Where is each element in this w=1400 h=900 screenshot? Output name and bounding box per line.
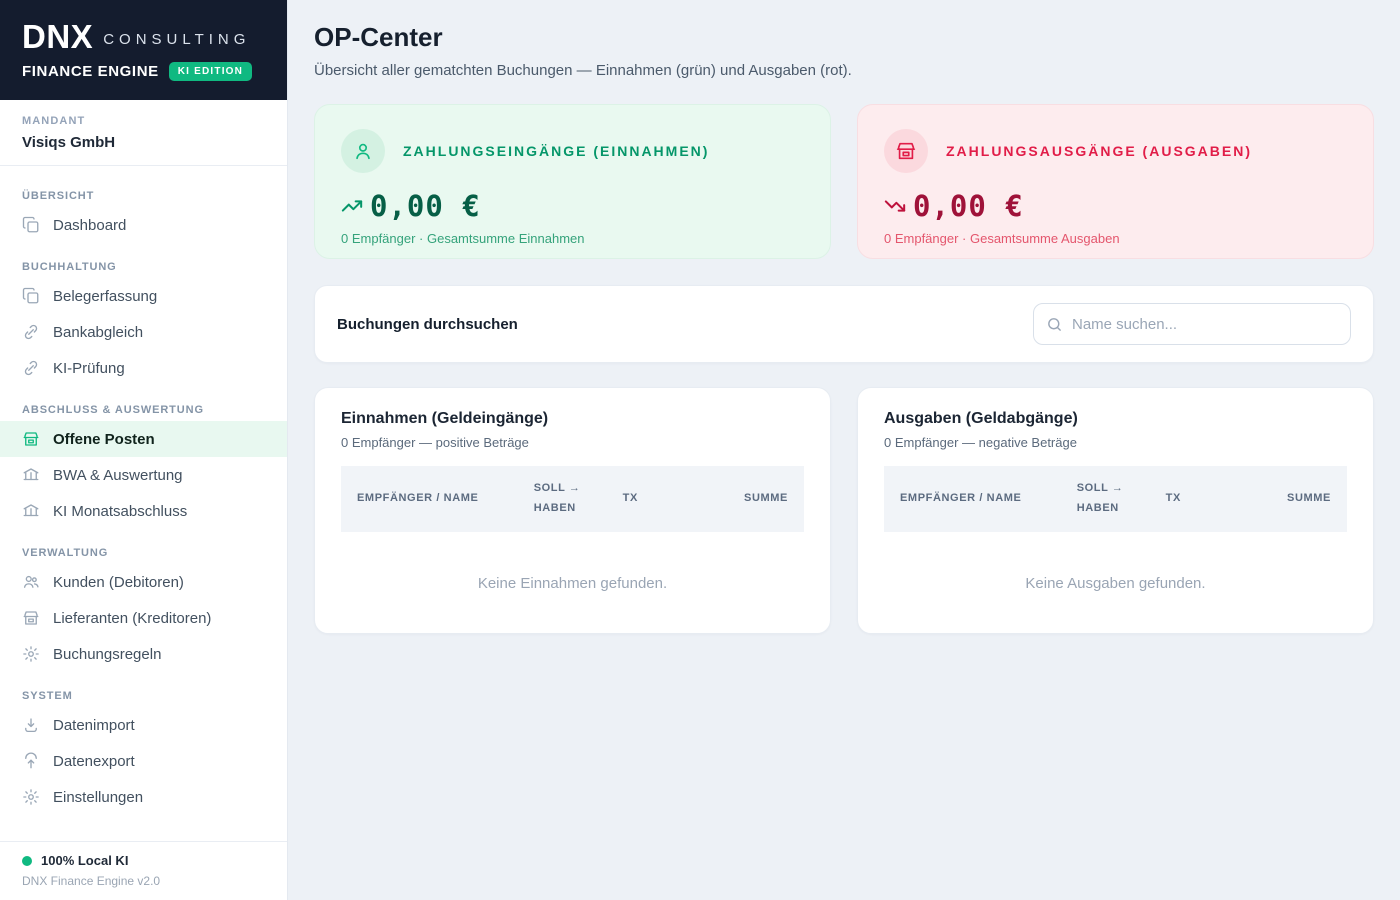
income-table-title: Einnahmen (Geldeingänge) [341, 410, 549, 427]
gear-icon [22, 788, 40, 806]
sidebar-item-label: Datenexport [53, 752, 135, 770]
sidebar-item-bankabgleich[interactable]: Bankabgleich [0, 314, 287, 350]
income-card-title: ZAHLUNGSEINGÄNGE (EINNAHMEN) [403, 143, 710, 159]
store-icon [22, 430, 40, 448]
app-version: DNX Finance Engine v2.0 [22, 874, 161, 888]
bank-icon [22, 502, 40, 520]
sidebar-item-kunden[interactable]: Kunden (Debitoren) [0, 564, 287, 600]
copy-icon [22, 287, 40, 305]
ki-edition-badge: KI EDITION [168, 62, 253, 81]
sidebar-item-bwa-auswertung[interactable]: BWA & Auswertung [0, 457, 287, 493]
sidebar-item-label: Bankabgleich [53, 323, 144, 341]
sidebar-item-label: KI Monatsabschluss [53, 502, 188, 520]
search-box[interactable] [1033, 303, 1351, 345]
sidebar-item-offene-posten[interactable]: Offene Posten [0, 421, 287, 457]
column-header-soll-haben: SOLL → HABEN [1076, 482, 1124, 514]
nav-section-label: SYSTEM [22, 690, 73, 702]
mandant-value: Visiqs GmbH [22, 134, 116, 151]
users-icon [22, 573, 40, 591]
sidebar-item-ki-pruefung[interactable]: KI-Prüfung [0, 350, 287, 386]
sidebar-item-label: Dashboard [53, 216, 127, 234]
trending-up-icon [341, 195, 363, 217]
expense-card-title: ZAHLUNGSAUSGÄNGE (AUSGABEN) [946, 143, 1252, 159]
nav-section-label: BUCHHALTUNG [22, 261, 117, 273]
expense-meta: 0 Empfänger · Gesamtsumme Ausgaben [884, 231, 1120, 246]
expense-table-subtitle: 0 Empfänger — negative Beträge [884, 435, 1077, 450]
search-icon [1046, 316, 1063, 333]
nav-section-label: VERWALTUNG [22, 547, 109, 559]
upload-icon [22, 752, 40, 770]
column-header-summe: SUMME [744, 491, 788, 504]
sidebar-item-dashboard[interactable]: Dashboard [0, 207, 287, 243]
income-table-subtitle: 0 Empfänger — positive Beträge [341, 435, 529, 450]
income-stat-card: ZAHLUNGSEINGÄNGE (EINNAHMEN) 0,00 € 0 Em… [314, 104, 831, 259]
sidebar-item-datenimport[interactable]: Datenimport [0, 707, 287, 743]
expense-stat-card: ZAHLUNGSAUSGÄNGE (AUSGABEN) 0,00 € 0 Emp… [857, 104, 1374, 259]
brand-logo: DNX CONSULTING FINANCE ENGINE KI EDITION [0, 0, 287, 100]
brand-logo-suffix: CONSULTING [103, 31, 251, 48]
sidebar-item-label: Offene Posten [53, 430, 155, 448]
sidebar-item-datenexport[interactable]: Datenexport [0, 743, 287, 779]
tables-row: Einnahmen (Geldeingänge) 0 Empfänger — p… [314, 387, 1374, 634]
sidebar-item-label: Lieferanten (Kreditoren) [53, 609, 212, 627]
sidebar-item-lieferanten[interactable]: Lieferanten (Kreditoren) [0, 600, 287, 636]
income-empty-state: Keine Einnahmen gefunden. [477, 574, 668, 592]
income-amount: 0,00 € [370, 189, 481, 223]
sidebar-item-einstellungen[interactable]: Einstellungen [0, 779, 287, 815]
download-icon [22, 716, 40, 734]
product-name: FINANCE ENGINE [22, 63, 159, 80]
search-label: Buchungen durchsuchen [337, 315, 518, 333]
page-title: OP-Center [314, 22, 443, 52]
income-table-header: EMPFÄNGER / NAME SOLL → HABEN TX SUMME [341, 466, 804, 532]
sidebar-item-ki-monatsabschluss[interactable]: KI Monatsabschluss [0, 493, 287, 529]
expense-table-title: Ausgaben (Geldabgänge) [884, 410, 1078, 427]
expense-empty-state: Keine Ausgaben gefunden. [1025, 574, 1206, 592]
sidebar-footer: 100% Local KI DNX Finance Engine v2.0 [0, 841, 287, 900]
sidebar-item-buchungsregeln[interactable]: Buchungsregeln [0, 636, 287, 672]
sidebar-item-label: BWA & Auswertung [53, 466, 183, 484]
column-header-summe: SUMME [1287, 491, 1331, 504]
gear-icon [22, 645, 40, 663]
column-header-empfaenger: EMPFÄNGER / NAME [357, 491, 479, 504]
column-header-empfaenger: EMPFÄNGER / NAME [900, 491, 1022, 504]
store-icon [884, 129, 928, 173]
online-status-dot [22, 855, 32, 866]
expense-table-card: Ausgaben (Geldabgänge) 0 Empfänger — neg… [857, 387, 1374, 634]
link-icon [22, 323, 40, 341]
user-icon [341, 129, 385, 173]
mandant-block: MANDANT Visiqs GmbH [0, 100, 287, 166]
page-subtitle: Übersicht aller gematchten Buchungen — E… [314, 62, 852, 79]
store-icon [22, 609, 40, 627]
main-content: OP-Center Übersicht aller gematchten Buc… [288, 0, 1400, 900]
local-ki-status: 100% Local KI [41, 853, 129, 868]
sidebar-item-label: Einstellungen [53, 788, 144, 806]
search-input[interactable] [1072, 315, 1338, 333]
stats-row: ZAHLUNGSEINGÄNGE (EINNAHMEN) 0,00 € 0 Em… [314, 104, 1374, 259]
sidebar-item-label: Datenimport [53, 716, 135, 734]
expense-amount: 0,00 € [913, 189, 1024, 223]
column-header-soll-haben: SOLL → HABEN [533, 482, 581, 514]
nav-section-label: ÜBERSICHT [22, 190, 95, 202]
column-header-tx: TX [622, 491, 638, 504]
sidebar-item-label: Buchungsregeln [53, 645, 162, 663]
sidebar-item-label: KI-Prüfung [53, 359, 125, 377]
sidebar-nav: ÜBERSICHT Dashboard BUCHHALTUNG Belegerf… [0, 166, 287, 841]
brand-logo-text: DNX [22, 18, 94, 55]
income-meta: 0 Empfänger · Gesamtsumme Einnahmen [341, 231, 585, 246]
income-table-card: Einnahmen (Geldeingänge) 0 Empfänger — p… [314, 387, 831, 634]
nav-section-label: ABSCHLUSS & AUSWERTUNG [22, 404, 204, 416]
search-card: Buchungen durchsuchen [314, 285, 1374, 363]
trending-down-icon [884, 195, 906, 217]
mandant-label: MANDANT [22, 115, 86, 127]
column-header-tx: TX [1165, 491, 1181, 504]
sidebar-item-belegerfassung[interactable]: Belegerfassung [0, 278, 287, 314]
sidebar-item-label: Belegerfassung [53, 287, 158, 305]
expense-table-header: EMPFÄNGER / NAME SOLL → HABEN TX SUMME [884, 466, 1347, 532]
link-icon [22, 359, 40, 377]
sidebar: DNX CONSULTING FINANCE ENGINE KI EDITION… [0, 0, 288, 900]
sidebar-item-label: Kunden (Debitoren) [53, 573, 184, 591]
copy-icon [22, 216, 40, 234]
bank-icon [22, 466, 40, 484]
